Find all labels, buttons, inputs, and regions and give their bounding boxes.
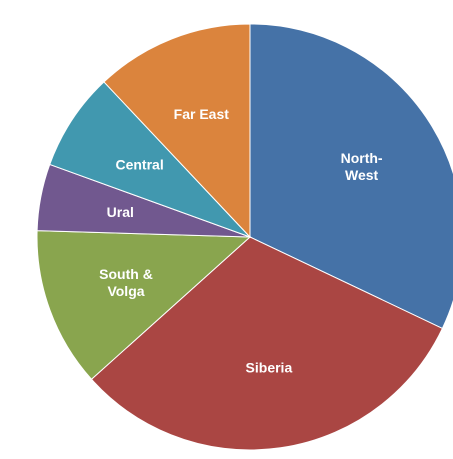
pie-label-north-west: North-West [341,150,383,183]
pie-label-far-east: Far East [174,106,230,122]
pie-slice-south-volga [36,230,252,380]
pie-label-south-volga: South & Volga [99,266,153,299]
pie-label-ural: Ural [107,204,134,220]
pie-label-central: Central [115,157,163,173]
pie-label-siberia: Siberia [246,360,293,376]
slices-layer [36,23,453,451]
pie-slice-north-west [249,23,453,330]
pie-slice-far-east [103,23,251,239]
labels-layer: North-West Siberia South & Volga Ural Central… [99,106,383,376]
pie-slice-central [49,81,251,238]
pie-slice-siberia [90,236,444,451]
